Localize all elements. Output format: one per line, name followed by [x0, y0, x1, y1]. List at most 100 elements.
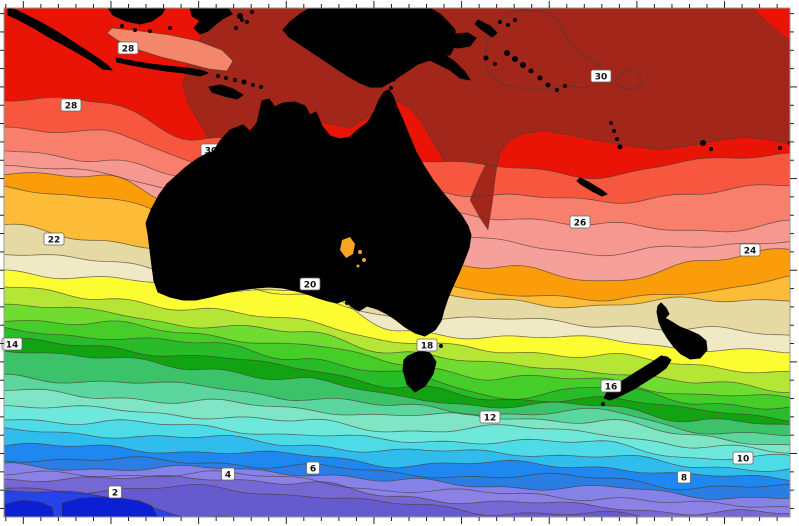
contour-line-3 — [4, 483, 646, 517]
island-dot — [493, 62, 497, 66]
contour-label: 10 — [732, 451, 754, 465]
band-below-3 — [4, 484, 644, 517]
island-dot — [512, 56, 518, 62]
island-dot — [120, 24, 124, 28]
labels-layer: 28 28 30 26 24 22 20 18 16 14 12 10 8 6 4 2 — [1, 41, 761, 499]
landmass-new-caledonia — [576, 177, 608, 197]
contour-label: 18 — [416, 338, 438, 352]
island-dot — [237, 13, 243, 19]
island-dot — [709, 147, 713, 151]
island-dot — [259, 85, 263, 89]
contour-label-value: 8 — [681, 474, 687, 484]
contour-label-box — [590, 69, 612, 83]
contour-30-loop — [483, 9, 605, 91]
lake-eyre-patch — [340, 237, 355, 258]
contour-label-value: 18 — [421, 342, 434, 352]
island-dot — [148, 29, 152, 33]
contour-line-8 — [4, 442, 790, 481]
land-layer — [7, 8, 790, 406]
island-dot — [168, 26, 172, 30]
lake-dot — [358, 250, 362, 254]
contour-label-value: 22 — [48, 236, 61, 246]
contour-label-box — [479, 410, 501, 424]
island-dot — [617, 144, 623, 150]
contour-line-17 — [4, 320, 790, 398]
contour-line-14 — [4, 350, 790, 425]
island-dot — [245, 20, 249, 24]
contour-30-inner-loop — [614, 68, 643, 91]
contour-label-value: 6 — [310, 465, 316, 475]
landmass-new-ireland — [474, 19, 498, 38]
island-dot — [250, 10, 254, 14]
contour-label: 2 — [108, 485, 122, 499]
contour-label: 12 — [479, 410, 501, 424]
island-dot — [234, 26, 238, 30]
contour-label-box — [60, 98, 82, 112]
island-dot — [483, 55, 489, 61]
contour-label-value: 30 — [205, 147, 218, 157]
island-dot — [700, 140, 706, 146]
island-dot — [251, 83, 255, 87]
contour-label-value: 28 — [122, 45, 135, 55]
island-dot — [778, 146, 782, 150]
contour-label-value: 26 — [574, 219, 587, 229]
contour-line-18 — [4, 303, 790, 393]
landmass-borneo-south — [107, 8, 166, 25]
island-dot — [224, 76, 228, 80]
island-dot — [513, 18, 517, 22]
contour-label: 8 — [677, 470, 691, 484]
band-below-1-0 — [4, 499, 55, 517]
contour-label: 22 — [43, 232, 65, 246]
island-dot — [612, 129, 616, 133]
contour-label-value: 28 — [65, 102, 78, 112]
contour-label: 16 — [600, 379, 622, 393]
java-sea-band-patch — [106, 27, 234, 72]
contour-line-10 — [4, 419, 790, 461]
contour-line-6 — [4, 462, 790, 500]
contour-label-value: 10 — [737, 455, 750, 465]
contour-label: 20 — [299, 277, 321, 291]
island-dot — [498, 20, 502, 24]
island-dot — [216, 74, 220, 78]
maroon-coastal-tongue — [469, 151, 501, 231]
island-dot — [615, 137, 619, 141]
contour-label: 26 — [569, 215, 591, 229]
contour-label-value: 20 — [304, 281, 317, 291]
island-dot — [233, 78, 237, 82]
landmass-australia — [145, 89, 472, 337]
contour-label-box — [677, 470, 691, 484]
landmass-new-britain — [443, 32, 477, 49]
contour-label: 4 — [221, 467, 235, 481]
island-dot — [506, 23, 510, 27]
contour-label-value: 4 — [225, 471, 231, 481]
contour-line-12 — [4, 388, 790, 446]
landmass-sulawesi — [189, 8, 233, 35]
red-patch-1 — [751, 8, 790, 41]
contour-line-11 — [4, 405, 790, 454]
contour-label: 24 — [739, 243, 761, 257]
contour-line-5 — [4, 470, 790, 508]
lake-dot — [362, 258, 366, 262]
landmass-timor — [208, 84, 244, 100]
contour-label-value: 2 — [112, 489, 118, 499]
contour-label: 28 — [60, 98, 82, 112]
plot-frame — [3, 7, 791, 518]
contour-label: 14 — [1, 337, 23, 351]
contour-label-box — [117, 41, 139, 55]
landmass-java — [115, 57, 209, 77]
island-dot — [439, 344, 443, 348]
island-dot — [241, 79, 247, 85]
contour-line-20 — [4, 269, 790, 354]
contour-label-box — [732, 451, 754, 465]
island-dot — [563, 84, 567, 88]
island-dot — [345, 301, 349, 305]
contour-label-box — [221, 467, 235, 481]
island-dot — [537, 75, 543, 81]
contour-line-16 — [4, 327, 790, 410]
contour-label: 28 — [117, 41, 139, 55]
island-dot — [609, 121, 613, 125]
contour-label-box — [416, 338, 438, 352]
